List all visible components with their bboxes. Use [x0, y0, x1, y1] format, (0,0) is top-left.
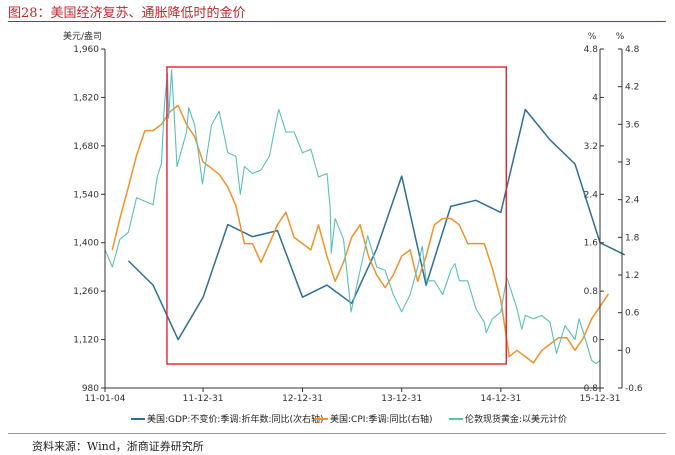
right-axis-2-tick-label: 3.6	[625, 120, 640, 130]
right-axis-2-unit: %	[616, 32, 625, 42]
left-axis-tick-label: 1,120	[73, 336, 99, 346]
left-axis-tick-label: 1,820	[73, 93, 99, 103]
right-axis-2-tick-label: 2.4	[625, 196, 640, 206]
left-axis-tick-label: 1,400	[73, 239, 99, 249]
series-line-3	[104, 69, 601, 365]
figure-title: 图28：美国经济复苏、通胀降低时的金价	[8, 6, 246, 21]
right-axis-1-tick-label: 0.8	[584, 384, 599, 394]
right-axis-2-tick-label: 3	[625, 158, 631, 168]
right-axis-2-tick-label: 0	[625, 346, 631, 356]
x-axis-tick-label: 13-12-31	[381, 394, 422, 404]
left-axis-tick-label: 1,960	[73, 45, 99, 55]
left-axis-tick-label: 1,680	[73, 142, 99, 152]
gold-price-chart: 980 1,120 1,260 1,400 1,540 1,680 1,820 1,960 美元…	[63, 30, 643, 425]
right-axis-2-tick-label: 1.2	[625, 271, 639, 281]
right-axis-2-tick-label: 0.6	[625, 309, 640, 319]
right-axis-2-tick-label: 1.8	[625, 233, 640, 243]
right-axis-2-tick-label: -0.6	[625, 384, 643, 394]
legend-label: 伦敦现货黄金:以美元计价	[465, 413, 567, 425]
footer-rule	[8, 433, 666, 434]
right-axis-1-tick-label: 3.2	[584, 142, 598, 152]
right-axis-1-tick-label: 0.8	[584, 287, 599, 297]
right-axis-1-tick-label: 2.4	[584, 190, 599, 200]
x-axis-tick-label: 15-12-31	[580, 394, 621, 404]
left-axis-unit: 美元/盎司	[63, 30, 102, 42]
right-axis-2-tick-label: 4.8	[625, 45, 640, 55]
right-axis-1-tick-label: 0	[592, 336, 598, 346]
series-line-2	[111, 104, 610, 364]
series-layer	[104, 66, 626, 365]
legend-label: 美国:GDP:不变价:季调:折年数:同比(次右轴)	[147, 413, 324, 425]
source-note: 资料来源：Wind，浙商证券研究所	[32, 440, 204, 453]
right-axis-1-tick-label: 1.6	[584, 239, 599, 249]
legend: 美国:GDP:不变价:季调:折年数:同比(次右轴) 美国:CPI:季调:同比(右轴…	[131, 413, 567, 425]
left-axis-tick-label: 980	[82, 384, 99, 394]
legend-label: 美国:CPI:季调:同比(右轴)	[330, 413, 433, 425]
right-axis-1-tick-label: 4	[592, 93, 598, 103]
x-axis-tick-label: 12-12-31	[282, 394, 323, 404]
x-axis-tick-label: 14-12-31	[480, 394, 521, 404]
title-rule	[8, 21, 666, 22]
series-line-1	[127, 108, 626, 341]
highlight-box	[166, 66, 507, 365]
x-axis-tick-label: 11-12-31	[183, 394, 224, 404]
right-axis-2-tick-label: 4.2	[625, 83, 639, 93]
left-axis-tick-label: 1,540	[73, 190, 99, 200]
right-axis-1-unit: %	[588, 32, 597, 42]
x-axis-tick-label: 11-01-04	[85, 394, 126, 404]
right-axis-1-tick-label: 4.8	[584, 45, 599, 55]
axis-layer: 980 1,120 1,260 1,400 1,540 1,680 1,820 1,960 美元…	[63, 30, 643, 404]
left-axis-tick-label: 1,260	[73, 287, 99, 297]
